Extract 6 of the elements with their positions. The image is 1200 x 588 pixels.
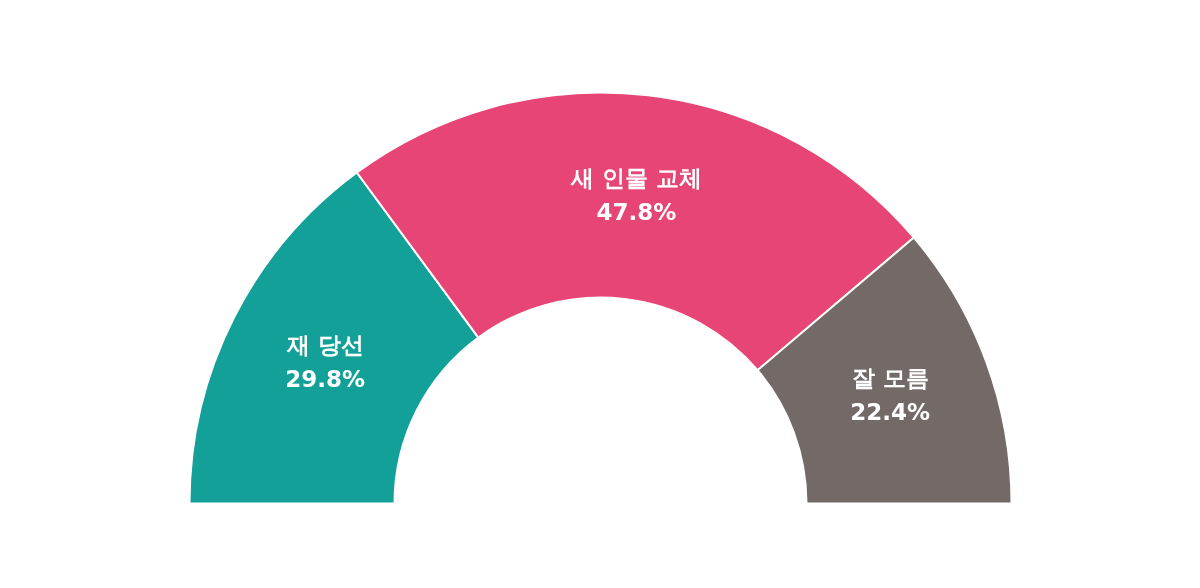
slice-label: 잘 모름 — [851, 365, 929, 392]
slice-label: 새 인물 교체 — [569, 165, 702, 192]
data-label: 22.4% — [850, 399, 930, 426]
data-label: 47.8% — [596, 199, 677, 226]
data-label: 29.8% — [285, 366, 366, 393]
slice-label: 재 당선 — [285, 332, 364, 359]
